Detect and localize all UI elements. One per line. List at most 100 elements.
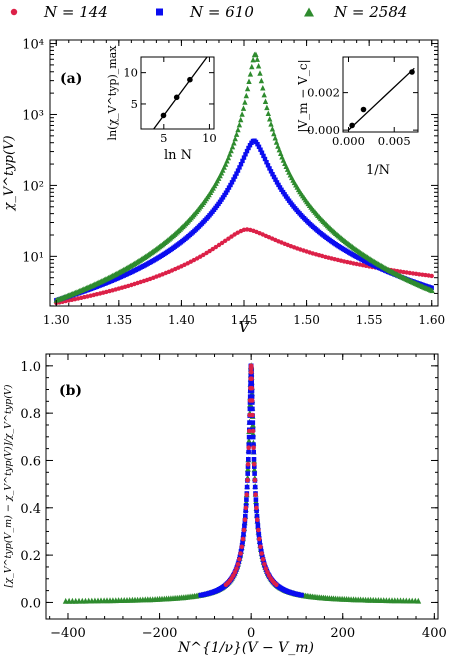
panel-a-ylabel: χ_V^typ(V)	[2, 135, 17, 211]
panel-b-point	[253, 497, 259, 502]
panel-a-point	[262, 98, 269, 104]
inset-left-xlabel: ln N	[164, 148, 192, 163]
panel-b-point	[249, 394, 255, 399]
inset-left: 5 10 5 10 ln N ln(χ_V^typ)_max	[106, 45, 217, 163]
panel-b-point	[246, 437, 252, 444]
panel-a-point	[226, 236, 231, 241]
panel-a-point	[246, 145, 251, 151]
panel-b-point	[251, 462, 257, 467]
panel-a-point	[231, 140, 237, 146]
inset-point	[349, 122, 355, 129]
panel-a-point	[223, 190, 229, 195]
panel-a-point	[258, 77, 265, 84]
panel-b-point	[246, 445, 251, 451]
panel-b-point	[243, 508, 248, 514]
panel-b-ytick-label: 0.8	[20, 407, 41, 422]
panel-b-point	[415, 597, 422, 604]
panel-a-point	[271, 130, 277, 137]
panel-a-point	[256, 144, 262, 149]
panel-a-point	[237, 165, 242, 170]
panel-b-point	[246, 449, 251, 455]
panel-a-point	[243, 152, 248, 157]
panel-a-point	[265, 110, 271, 116]
panel-b-point	[254, 505, 259, 511]
panel-b-ytick-label: 0.0	[20, 596, 41, 611]
panel-a-point	[236, 121, 243, 128]
panel-b-point	[237, 554, 243, 560]
panel-b-point	[262, 562, 267, 567]
panel-a-point	[233, 131, 240, 137]
panel-a-point	[229, 234, 234, 239]
panel-b-point	[234, 566, 239, 571]
panel-b-point	[251, 457, 257, 462]
panel-a-point	[260, 85, 266, 91]
inset-xtick-label: 0.000	[332, 134, 365, 148]
panel-b-ytick-label: 0.6	[20, 454, 41, 469]
panel-b-ytick-label: 0.2	[20, 549, 41, 564]
legend-label-n144: N = 144	[43, 3, 108, 21]
panel-b-point	[251, 466, 258, 473]
panel-a-point	[417, 272, 422, 277]
panel-a-point	[228, 147, 234, 154]
panel-a-point	[232, 135, 238, 142]
panel-b-point	[246, 442, 252, 447]
panel-b-point	[242, 523, 247, 529]
panel-b-point	[256, 532, 262, 537]
panel-b-point	[238, 551, 243, 556]
panel-a-point	[242, 99, 248, 105]
panel-b-point	[246, 434, 252, 440]
panel-a: 1.30 1.35 1.40 1.45 1.50 1.55 1.60 10¹ 10² 10³ 10⁴…	[2, 38, 445, 336]
panel-a-point	[226, 185, 232, 190]
panel-b: −400 −200 0 200 400 0.0 0.2 0.4 0.6 0.8 1.0 (b) N^…	[3, 353, 447, 656]
panel-a-point	[218, 170, 225, 176]
panel-b-point	[247, 406, 253, 412]
panel-a-point	[220, 195, 226, 200]
panel-a-point	[273, 177, 278, 182]
panel-a-point	[258, 147, 263, 152]
panel-a-point	[250, 56, 256, 63]
panel-a-point	[270, 172, 275, 177]
panel-a-point	[220, 167, 226, 173]
legend-label-n610: N = 610	[189, 3, 254, 21]
panel-b-point	[249, 376, 254, 382]
panel-a-point	[268, 121, 274, 127]
panel-a-xtick-label: 1.45	[231, 313, 258, 327]
panel-b-point	[241, 527, 247, 533]
panel-a-point	[219, 240, 225, 246]
panel-b-point	[250, 412, 255, 418]
panel-a-point	[255, 63, 262, 69]
panel-a-xlabel: V	[239, 318, 252, 336]
panel-a-point	[213, 244, 218, 250]
panel-a-point	[222, 161, 229, 167]
panel-b-point	[257, 536, 262, 542]
panel-b-point	[235, 562, 241, 567]
panel-a-series	[53, 51, 435, 306]
panel-b-series-2	[62, 362, 422, 604]
panel-a-point	[244, 85, 251, 92]
panel-a-point	[232, 174, 238, 179]
panel-b-xtick-label: 200	[330, 626, 355, 641]
panel-b-point	[252, 484, 258, 490]
panel-b-ytick-label: 1.0	[20, 360, 41, 375]
panel-a-xtick-label: 1.35	[105, 313, 132, 327]
panel-a-point	[243, 92, 249, 99]
panel-a-point	[254, 56, 260, 62]
panel-a-point	[272, 135, 278, 141]
panel-b-point	[243, 503, 249, 508]
panel-b-point	[254, 503, 259, 508]
panel-b-point	[250, 406, 255, 412]
panel-b-ytick-label: 0.4	[20, 502, 41, 517]
panel-a-point	[224, 158, 230, 164]
panel-a-point	[264, 104, 270, 111]
legend-marker-n144	[10, 8, 18, 16]
panel-b-point	[240, 536, 246, 542]
panel-b-point	[232, 570, 238, 575]
panel-a-ytick-label: 10²	[22, 179, 44, 194]
panel-a-point	[249, 63, 255, 70]
inset-point	[360, 106, 367, 113]
inset-point	[409, 69, 415, 75]
panel-a-ytick-label: 10⁴	[22, 38, 44, 53]
panel-b-point	[250, 420, 256, 425]
panel-a-series-2	[53, 51, 435, 303]
